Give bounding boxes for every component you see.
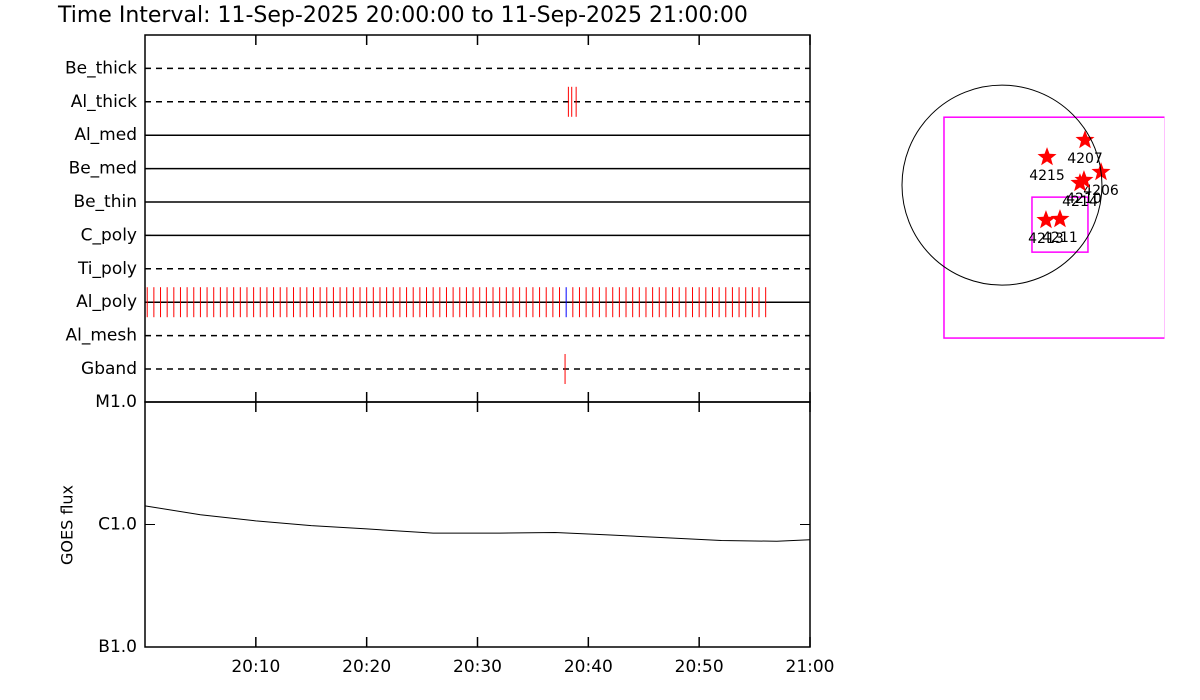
x-tick-label: 20:30 xyxy=(453,657,502,677)
x-tick-label: 20:50 xyxy=(675,657,724,677)
row-label: C_poly xyxy=(81,225,137,245)
solar-disk xyxy=(901,84,1103,286)
timeline-frame xyxy=(144,34,811,403)
region-star xyxy=(1037,147,1057,166)
row-label: Be_med xyxy=(69,159,137,179)
goes-line xyxy=(144,505,811,542)
region-label: 4207 xyxy=(1067,151,1103,167)
fov-box xyxy=(1031,196,1089,253)
y-tick-label: C1.0 xyxy=(98,515,137,535)
goes-frame xyxy=(144,401,811,648)
chart-title: Time Interval: 11-Sep-2025 20:00:00 to 1… xyxy=(57,3,748,28)
region-label: 4214 xyxy=(1062,194,1098,210)
region-label: 4215 xyxy=(1029,168,1065,184)
x-tick-label: 20:20 xyxy=(342,657,391,677)
fov-box xyxy=(943,116,1165,339)
region-star xyxy=(1050,209,1070,228)
row-label: Al_mesh xyxy=(65,326,137,346)
region-label: 4206 xyxy=(1083,183,1119,199)
row-label: Al_thick xyxy=(71,92,137,112)
region-star xyxy=(1074,170,1094,189)
region-label: 4213 xyxy=(1028,231,1064,247)
row-label: Al_med xyxy=(74,125,137,145)
x-tick-label: 20:40 xyxy=(564,657,613,677)
row-label: Be_thick xyxy=(65,58,137,78)
region-label: 4211 xyxy=(1042,230,1078,246)
y-tick-label: B1.0 xyxy=(98,637,137,657)
region-star xyxy=(1075,130,1095,149)
row-label: Al_poly xyxy=(76,292,137,312)
region-label: 4210 xyxy=(1066,191,1102,207)
y-tick-label: M1.0 xyxy=(95,392,137,412)
x-tick-label: 20:10 xyxy=(231,657,280,677)
y-axis-label: GOES flux xyxy=(58,485,77,565)
region-star xyxy=(1036,210,1056,229)
row-label: Ti_poly xyxy=(77,259,137,279)
row-label: Gband xyxy=(81,359,137,379)
x-tick-label: 21:00 xyxy=(786,657,835,677)
row-label: Be_thin xyxy=(73,192,137,212)
